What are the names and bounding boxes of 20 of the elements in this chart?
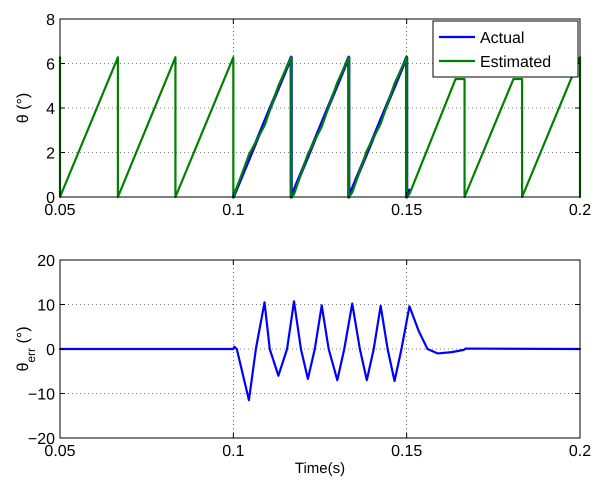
y-tick-label: 10 [37,298,56,314]
x-tick-label: 0.2 [568,443,592,460]
y-tick-label: 0 [46,342,56,359]
x-tick-label: 0.1 [222,443,245,460]
y-tick-label: 20 [37,253,56,270]
x-tick-label: 0.15 [391,202,422,219]
x-tick-label: 0.15 [391,443,422,460]
y-tick-label: 6 [46,56,56,74]
x-tick-label: 0.2 [568,202,592,219]
y-tick-label: −10 [28,386,56,404]
line-series [58,56,582,198]
x-axis-title: Time(s) [294,460,346,477]
line-series [58,300,582,402]
legend-label: Estimated [480,54,552,71]
y-tick-label: 4 [46,101,56,118]
y-tick-label: 2 [46,146,56,162]
y-axis-title: θ (°) [15,92,32,124]
y-tick-label: 8 [46,12,56,29]
legend-label: Actual [480,30,524,47]
x-tick-label: 0.1 [222,202,245,219]
